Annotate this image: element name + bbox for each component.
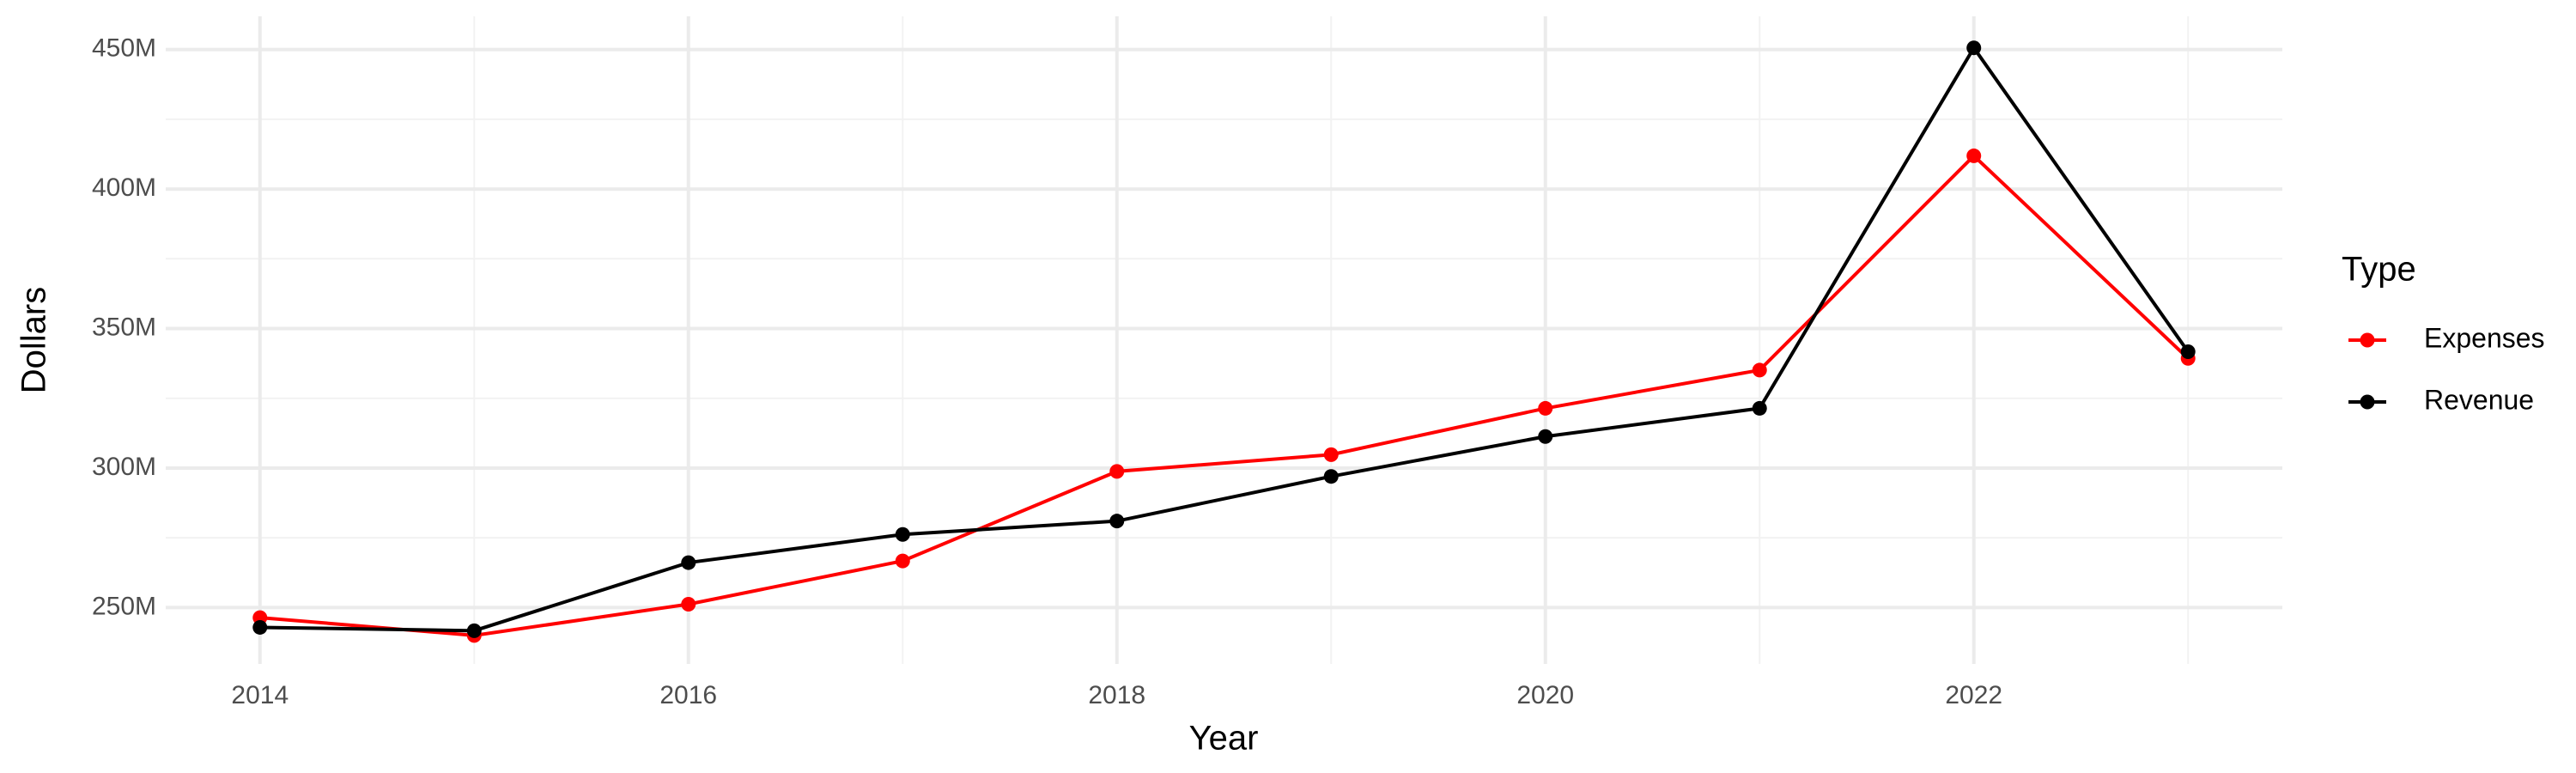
data-point — [681, 555, 696, 570]
data-point — [2180, 344, 2196, 359]
data-point — [1538, 400, 1553, 416]
data-point — [1323, 447, 1339, 462]
data-point — [895, 553, 910, 569]
legend-title: Type — [2342, 251, 2416, 289]
y-tick-label: 450M — [92, 34, 156, 63]
legend-label: Revenue — [2424, 384, 2534, 415]
data-point — [1752, 362, 1767, 378]
data-point — [1966, 40, 1982, 56]
data-point — [1109, 514, 1125, 529]
data-point — [1323, 469, 1339, 484]
data-point — [252, 619, 268, 635]
data-point — [1538, 429, 1553, 444]
y-tick-label: 350M — [92, 313, 156, 341]
x-tick-label: 2016 — [659, 681, 717, 709]
data-point — [466, 623, 482, 638]
y-tick-label: 300M — [92, 453, 156, 481]
data-point — [681, 596, 696, 612]
legend-marker — [2360, 394, 2375, 410]
data-point — [1752, 400, 1767, 416]
x-tick-label: 2014 — [231, 681, 289, 709]
x-tick-label: 2018 — [1088, 681, 1145, 709]
y-tick-label: 400M — [92, 173, 156, 202]
legend-marker — [2360, 332, 2375, 348]
series-line — [259, 153, 2190, 637]
y-axis-title: Dollars — [15, 287, 53, 393]
x-tick-label: 2020 — [1516, 681, 1574, 709]
x-tick-label: 2022 — [1945, 681, 2002, 709]
legend-label: Expenses — [2424, 322, 2545, 353]
data-point — [1109, 464, 1125, 479]
data-point — [1966, 148, 1982, 163]
x-axis-title: Year — [1189, 720, 1259, 758]
y-tick-label: 250M — [92, 592, 156, 620]
data-point — [895, 526, 910, 542]
series-line — [259, 45, 2190, 633]
